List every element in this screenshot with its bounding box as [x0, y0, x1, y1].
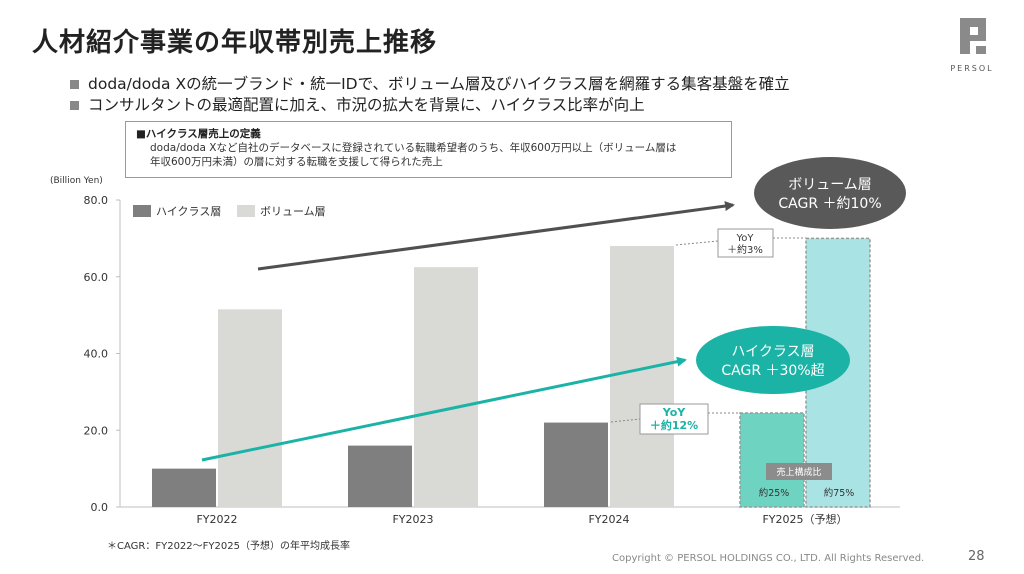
definition-line: doda/doda Xなど自社のデータベースに登録されている転職希望者のうち、年…: [150, 142, 677, 154]
definition-box: ■ハイクラス層売上の定義 doda/doda Xなど自社のデータベースに登録され…: [125, 121, 732, 178]
bar-highclass: [544, 422, 608, 507]
bar-volume: [218, 309, 282, 507]
composition-label-box: [766, 463, 832, 480]
x-category-label: FY2025（予想）: [762, 512, 847, 526]
highclass-cagr-value: CAGR ＋30%超: [721, 363, 824, 379]
bar-highclass: [348, 445, 412, 507]
y-tick-label: 20.0: [84, 424, 109, 437]
y-tick-label: 0.0: [91, 501, 109, 514]
share-volume-label: 約75%: [824, 487, 855, 499]
persol-logo: PERSOL: [942, 14, 1002, 74]
volume-trend-arrow: [257, 201, 735, 271]
composition-label: 売上構成比: [776, 466, 821, 478]
yoy-volume-title: YoY: [735, 233, 754, 244]
yoy-highclass-title: YoY: [662, 406, 687, 419]
bullet-square-icon: [70, 101, 79, 110]
yoy-highclass-box: [639, 403, 709, 435]
yoy-volume-value: ＋約3%: [727, 243, 763, 256]
bullet-text: doda/doda Xの統一ブランド・統一IDで、ボリューム層及びハイクラス層を…: [88, 75, 790, 93]
persol-logo-icon: [960, 18, 986, 54]
x-category-label: FY2023: [392, 513, 433, 526]
volume-cagr-value: CAGR ＋約10%: [778, 196, 881, 212]
footnote: ＊CAGR：FY2022〜FY2025（予想）の年平均成長率: [107, 541, 350, 552]
bullet-item: コンサルタントの最適配置に加え、市況の拡大を背景に、ハイクラス比率が向上: [70, 95, 790, 116]
legend-swatch-volume: [237, 205, 255, 217]
legend-label-highclass: ハイクラス層: [156, 205, 221, 218]
yoy-highclass-value: ＋約12%: [650, 418, 698, 432]
bullet-square-icon: [70, 80, 79, 89]
x-category-label: FY2022: [196, 513, 237, 526]
bar-highclass: [152, 468, 216, 507]
bullet-item: doda/doda Xの統一ブランド・統一IDで、ボリューム層及びハイクラス層を…: [70, 74, 790, 95]
yoy-volume-box: [717, 228, 774, 258]
logo-text: PERSOL: [950, 64, 994, 73]
volume-cagr-bubble: [754, 157, 906, 229]
highclass-trend-arrow: [201, 356, 687, 462]
highclass-cagr-bubble: [696, 326, 850, 394]
y-axis-label: (Billion Yen): [50, 176, 103, 186]
share-highclass-label: 約25%: [759, 487, 790, 499]
y-tick-label: 40.0: [84, 348, 109, 361]
legend-label-volume: ボリューム層: [260, 205, 326, 218]
y-tick-label: 80.0: [84, 194, 109, 207]
page-number: 28: [968, 549, 985, 564]
bullet-list: doda/doda Xの統一ブランド・統一IDで、ボリューム層及びハイクラス層を…: [70, 74, 790, 116]
y-tick-label: 60.0: [84, 271, 109, 284]
definition-title: ■ハイクラス層売上の定義: [136, 128, 261, 140]
highclass-cagr-title: ハイクラス層: [731, 344, 814, 360]
bar-highclass: [739, 412, 805, 508]
legend-swatch-highclass: [133, 205, 151, 217]
page-title: 人材紹介事業の年収帯別売上推移: [32, 28, 438, 58]
bullet-text: コンサルタントの最適配置に加え、市況の拡大を背景に、ハイクラス比率が向上: [88, 96, 645, 114]
yoy-highclass-leader: [610, 418, 641, 423]
volume-cagr-title: ボリューム層: [788, 177, 872, 193]
definition-line: 年収600万円未満）の層に対する転職を支援して得られた売上: [150, 156, 443, 168]
yoy-volume-leader: [675, 240, 719, 246]
bar-volume: [610, 246, 674, 508]
bar-volume: [414, 267, 478, 507]
copyright: Copyright © PERSOL HOLDINGS CO., LTD. Al…: [612, 553, 925, 564]
x-category-label: FY2024: [588, 513, 629, 526]
